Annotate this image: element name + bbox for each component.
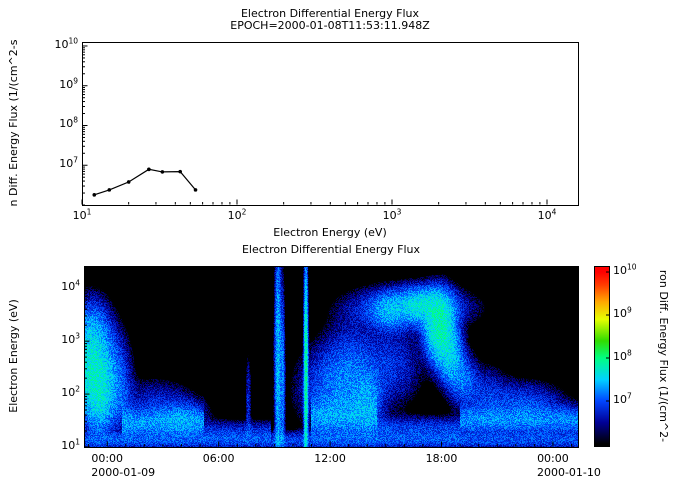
bottom-x-tick-label: 12:00 [314,452,346,465]
colorbar-tick-label: 108 [613,348,632,363]
bottom-x-tick-label: 00:00 [537,452,569,465]
top-y-tick-label: 108 [59,115,78,131]
top-chart-title: Electron Differential Energy Flux [240,7,420,20]
bottom-y-tick-label: 104 [61,278,80,294]
top-plot-frame [82,42,579,206]
bottom-x-tick-label: 18:00 [425,452,458,465]
bottom-chart-title: Electron Differential Energy Flux [241,243,421,256]
top-x-tick-label: 102 [227,207,247,222]
date-label: 2000-01-09 [91,466,156,479]
top-y-tick-label: 1010 [54,36,78,51]
bottom-chart-y-axis-label: Electron Energy (eV) [7,299,20,413]
colorbar-tick-label: 107 [613,391,632,406]
colorbar-tick-label: 1010 [613,262,637,278]
bottom-y-tick-label: 103 [61,331,80,347]
top-x-tick-label: 104 [537,207,557,222]
top-y-tick-label: 107 [59,155,78,171]
bottom-x-tick-label: 00:00 [91,452,124,465]
top-chart-y-axis-label: n Diff. Energy Flux (1/(cm^2-s [7,39,20,207]
top-chart-x-axis-label: Electron Energy (eV) [273,226,387,239]
bottom-y-tick-label: 101 [61,437,80,452]
flux-spectrum-line [94,168,196,196]
date-label: 2000-01-10 [536,466,601,479]
spectrogram-plot-area [84,266,578,447]
bottom-x-tick-label: 06:00 [202,452,235,465]
colorbar-tick-label: 109 [613,305,632,320]
bottom-y-tick-label: 102 [61,384,80,400]
colorbar [594,266,610,447]
top-y-tick-label: 109 [59,76,78,91]
colorbar-axis-label: ron Diff. Energy Flux (1/(cm^2- [657,269,670,443]
top-x-tick-label: 101 [72,207,92,222]
top-x-tick-label: 103 [382,207,402,222]
top-chart-subtitle: EPOCH=2000-01-08T11:53:11.948Z [230,19,430,32]
